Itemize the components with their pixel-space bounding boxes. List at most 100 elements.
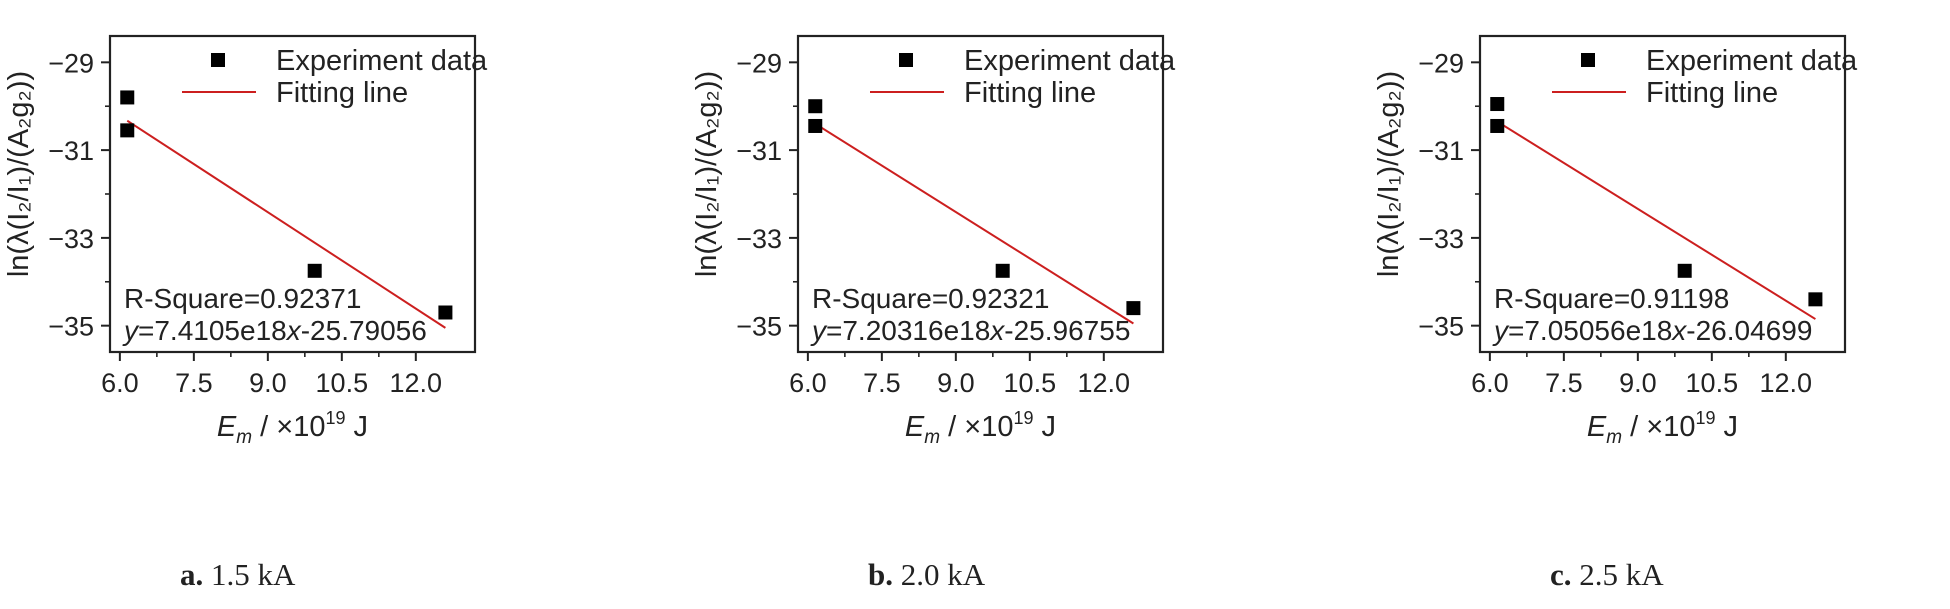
legend-marker-experiment	[1581, 53, 1595, 67]
equation-x: x	[1670, 315, 1687, 346]
x-tick-label: 9.0	[937, 368, 975, 398]
x-tick-label: 6.0	[789, 368, 827, 398]
x-tick-label: 12.0	[390, 368, 443, 398]
data-point	[1490, 97, 1505, 112]
legend-label-fitting: Fitting line	[1646, 77, 1778, 109]
x-axis-exponent: 19	[1013, 408, 1033, 428]
y-tick-label: −31	[48, 136, 94, 166]
y-tick-label: −33	[1418, 224, 1464, 254]
equation-y: y	[1492, 315, 1510, 346]
equation-intercept: -25.79056	[301, 315, 427, 346]
x-axis-symbol: E	[217, 411, 237, 443]
legend-marker-experiment	[899, 53, 913, 67]
x-tick-label: 9.0	[1619, 368, 1657, 398]
x-tick-label: 6.0	[101, 368, 139, 398]
data-point	[1808, 292, 1823, 307]
legend-label-experiment: Experiment data	[1646, 45, 1858, 77]
x-axis-unit: J	[1716, 411, 1739, 443]
data-point	[438, 305, 453, 320]
chart-panel-b: 6.0 7.5 9.0 10.5 12.0 −29 −31 −33 −35 Experiment …	[691, 34, 1176, 592]
caption-current: 2.5 kA	[1579, 557, 1664, 592]
data-point	[120, 123, 135, 138]
legend-marker-experiment	[211, 53, 225, 67]
x-tick-label: 6.0	[1471, 368, 1509, 398]
y-tick-label: −35	[48, 312, 94, 342]
y-tick-label: −31	[1418, 136, 1464, 166]
fit-equation: y=7.20316e18x-25.96755	[810, 315, 1130, 346]
y-tick-label: −29	[48, 48, 94, 78]
y-tick-label: −33	[48, 224, 94, 254]
fitting-line	[814, 122, 1134, 325]
data-point	[1490, 118, 1505, 133]
x-tick-label: 9.0	[249, 368, 287, 398]
chart-panel-a: 6.0 7.5 9.0 10.5 12.0 −29 −31 −33 −35 Experiment …	[3, 34, 488, 592]
x-axis-unit: J	[1034, 411, 1057, 443]
equation-intercept: -26.04699	[1686, 315, 1812, 346]
panel-caption: a. 1.5 kA	[180, 557, 296, 592]
equation-slope: =7.05056e18	[1508, 315, 1672, 346]
x-tick-label: 10.5	[1686, 368, 1739, 398]
x-axis-title: Em / ×1019 J	[905, 408, 1056, 448]
y-tick-label: −35	[736, 312, 782, 342]
x-axis-multiplier: / ×10	[252, 411, 325, 443]
data-point	[1677, 263, 1692, 278]
data-point	[995, 263, 1010, 278]
caption-current: 1.5 kA	[211, 557, 296, 592]
caption-letter: c.	[1550, 557, 1572, 592]
x-axis-multiplier: / ×10	[1622, 411, 1695, 443]
fit-equation: y=7.05056e18x-26.04699	[1492, 315, 1812, 346]
y-axis-title: ln(λ(I₂/I₁)/(A₂g₂))	[691, 71, 723, 277]
x-tick-label: 7.5	[175, 368, 213, 398]
x-tick-label: 7.5	[1545, 368, 1583, 398]
r-square-label: R-Square=0.92321	[812, 283, 1049, 314]
legend-label-fitting: Fitting line	[276, 77, 408, 109]
chart-panel-c: 6.0 7.5 9.0 10.5 12.0 −29 −31 −33 −35 Experiment …	[1373, 34, 1858, 592]
x-tick-label: 10.5	[1004, 368, 1057, 398]
x-tick-label: 12.0	[1760, 368, 1813, 398]
y-axis-title: ln(λ(I₂/I₁)/(A₂g₂))	[1373, 71, 1405, 277]
y-tick-label: −33	[736, 224, 782, 254]
x-tick-label: 7.5	[863, 368, 901, 398]
fitting-line	[1496, 120, 1816, 320]
fitting-line	[126, 119, 446, 329]
equation-y: y	[122, 315, 140, 346]
y-tick-label: −35	[1418, 312, 1464, 342]
panel-caption: c. 2.5 kA	[1550, 557, 1664, 592]
equation-x: x	[988, 315, 1005, 346]
x-axis-unit: J	[346, 411, 369, 443]
caption-letter: a.	[180, 557, 203, 592]
data-point	[1126, 301, 1141, 316]
caption-letter: b.	[868, 557, 893, 592]
caption-spacer	[1572, 557, 1580, 592]
legend-label-fitting: Fitting line	[964, 77, 1096, 109]
y-tick-label: −29	[1418, 48, 1464, 78]
equation-x: x	[285, 315, 302, 346]
x-axis-title: Em / ×1019 J	[217, 408, 368, 448]
fit-equation: y=7.4105e18x-25.79056	[122, 315, 427, 346]
legend-label-experiment: Experiment data	[964, 45, 1176, 77]
data-point	[120, 90, 135, 105]
x-axis-symbol: E	[905, 411, 925, 443]
data-point	[808, 99, 823, 114]
equation-intercept: -25.96755	[1004, 315, 1130, 346]
equation-y: y	[810, 315, 828, 346]
caption-spacer	[893, 557, 901, 592]
caption-current: 2.0 kA	[901, 557, 986, 592]
r-square-label: R-Square=0.91198	[1494, 283, 1729, 314]
x-axis-subscript: m	[924, 427, 940, 448]
x-axis-subscript: m	[1606, 427, 1622, 448]
x-tick-label: 12.0	[1078, 368, 1131, 398]
caption-spacer	[203, 557, 211, 592]
x-axis-exponent: 19	[325, 408, 345, 428]
r-square-label: R-Square=0.92371	[124, 283, 361, 314]
legend-label-experiment: Experiment data	[276, 45, 488, 77]
y-axis-title: ln(λ(I₂/I₁)/(A₂g₂))	[3, 71, 35, 277]
x-axis-exponent: 19	[1695, 408, 1715, 428]
y-tick-label: −31	[736, 136, 782, 166]
x-axis-multiplier: / ×10	[940, 411, 1013, 443]
data-point	[808, 118, 823, 133]
x-tick-label: 10.5	[316, 368, 369, 398]
x-axis-symbol: E	[1587, 411, 1607, 443]
